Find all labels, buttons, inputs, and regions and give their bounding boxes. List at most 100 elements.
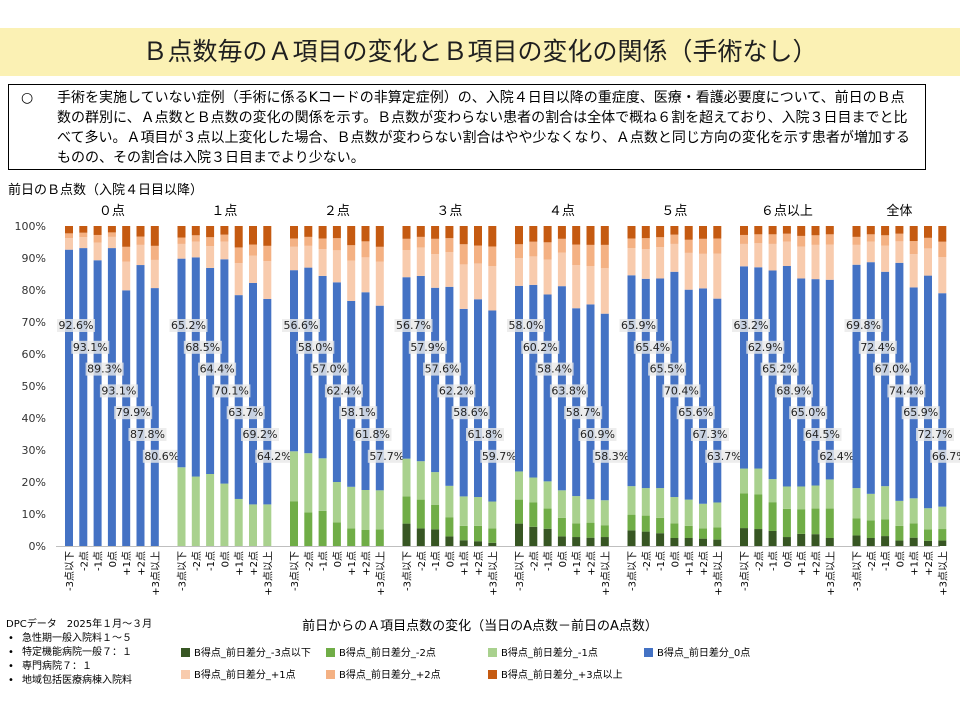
bar-segment xyxy=(699,226,707,239)
bar-segment xyxy=(136,244,145,266)
bar-segment xyxy=(543,294,552,482)
data-label-bg xyxy=(339,406,378,420)
data-label-bg xyxy=(887,384,926,398)
bar-segment xyxy=(938,257,947,294)
legend-swatch xyxy=(326,648,335,657)
bar-segment xyxy=(290,501,298,546)
bar-segment xyxy=(263,298,272,505)
legend-label: B得点_前日差分_+1点 xyxy=(194,670,296,681)
bar-segment xyxy=(895,500,904,526)
x-tick-label: -1点 xyxy=(93,551,105,571)
legend-label: B得点_前日差分_+2点 xyxy=(339,670,441,681)
x-tick-label: -1点 xyxy=(318,551,330,571)
data-label-bg xyxy=(803,428,842,441)
x-tick-label: +2点 xyxy=(248,551,260,576)
x-tick-label: +3点以上 xyxy=(712,551,724,596)
data-label-bg xyxy=(901,406,940,420)
bar-segment xyxy=(938,540,947,546)
bar-segment xyxy=(852,226,861,237)
bar-segment xyxy=(797,278,806,487)
bar-segment xyxy=(431,287,440,473)
x-tick-label: 0点 xyxy=(219,551,231,567)
bar-segment xyxy=(332,226,341,239)
bar-segment xyxy=(459,496,468,526)
bar-segment xyxy=(586,304,595,500)
x-tick-label: 0点 xyxy=(782,551,794,567)
bar-segment xyxy=(600,226,609,245)
bar-segment xyxy=(318,249,327,276)
bar-segment xyxy=(909,498,918,524)
bar-segment xyxy=(895,226,904,234)
bar-segment xyxy=(304,267,313,454)
bar-segment xyxy=(107,236,116,249)
bar-segment xyxy=(79,248,88,546)
bar-segment xyxy=(825,244,834,280)
x-tick-label: +2点 xyxy=(923,551,935,576)
data-label-bg xyxy=(774,384,813,398)
data-label: 69.2% xyxy=(243,428,278,441)
bar-segment xyxy=(641,488,650,516)
bar-segment xyxy=(474,245,482,264)
data-label: 65.9% xyxy=(903,406,938,419)
bar-segment xyxy=(136,236,145,245)
bar-segment xyxy=(220,483,229,546)
bar-segment xyxy=(684,499,693,526)
x-tick-label: -1点 xyxy=(768,551,780,571)
data-label-bg xyxy=(296,340,335,354)
data-label: 64.4% xyxy=(200,363,235,376)
data-label: 62.2% xyxy=(439,384,474,397)
bar-segment xyxy=(866,241,875,263)
bar-segment xyxy=(782,226,791,234)
data-label: 66.7% xyxy=(932,450,960,463)
footnote-item: 急性期一般入院料１～５ xyxy=(6,632,152,646)
data-label: 70.1% xyxy=(214,384,249,397)
x-tick-label: -1点 xyxy=(543,551,555,571)
bar-segment xyxy=(402,458,411,497)
bar-segment xyxy=(402,496,411,524)
data-label: 64.2% xyxy=(257,450,292,463)
y-tick-label: 50% xyxy=(22,380,46,393)
data-label-bg xyxy=(394,319,433,332)
legend-label: B得点_前日差分_-3点以下 xyxy=(194,648,311,659)
data-label-bg xyxy=(198,362,237,376)
x-tick-label: +1点 xyxy=(459,551,471,576)
bar-segment xyxy=(150,226,159,246)
bar-segment xyxy=(515,226,523,245)
data-label: 58.1% xyxy=(341,406,376,419)
bar-segment xyxy=(347,226,356,246)
data-label-bg xyxy=(507,319,545,332)
bar-segment xyxy=(150,259,159,289)
bar-segment xyxy=(768,479,777,503)
bar-segment xyxy=(361,241,370,258)
bar-segment xyxy=(754,468,763,495)
bar-segment xyxy=(656,278,665,489)
bar-segment xyxy=(909,254,918,288)
data-label: 87.8% xyxy=(130,428,165,441)
bar-segment xyxy=(529,477,538,503)
x-tick-label: 0点 xyxy=(894,551,906,567)
x-tick-label: -1点 xyxy=(205,551,217,571)
bar-segment xyxy=(402,238,411,250)
bar-segment xyxy=(600,268,609,314)
bar-segment xyxy=(290,238,298,247)
bar-segment xyxy=(416,499,425,529)
bar-segment xyxy=(543,226,552,243)
bar-segment xyxy=(713,298,722,503)
bar-segment xyxy=(332,282,341,482)
bar-segment xyxy=(459,540,468,546)
data-label-bg xyxy=(451,406,490,420)
bar-segment xyxy=(375,529,384,546)
bar-segment xyxy=(713,539,722,546)
bar-segment xyxy=(191,476,200,546)
bar-segment xyxy=(713,502,722,528)
bar-segment xyxy=(881,486,890,520)
data-label-bg xyxy=(858,340,897,354)
x-tick-label: +1点 xyxy=(571,551,583,576)
y-tick-label: 0% xyxy=(29,540,46,553)
bar-segment xyxy=(361,292,370,490)
bar-segment xyxy=(641,249,650,279)
data-label-bg xyxy=(789,406,828,420)
bar-segment xyxy=(290,451,298,502)
bar-segment xyxy=(713,527,722,540)
bar-segment xyxy=(177,258,186,468)
